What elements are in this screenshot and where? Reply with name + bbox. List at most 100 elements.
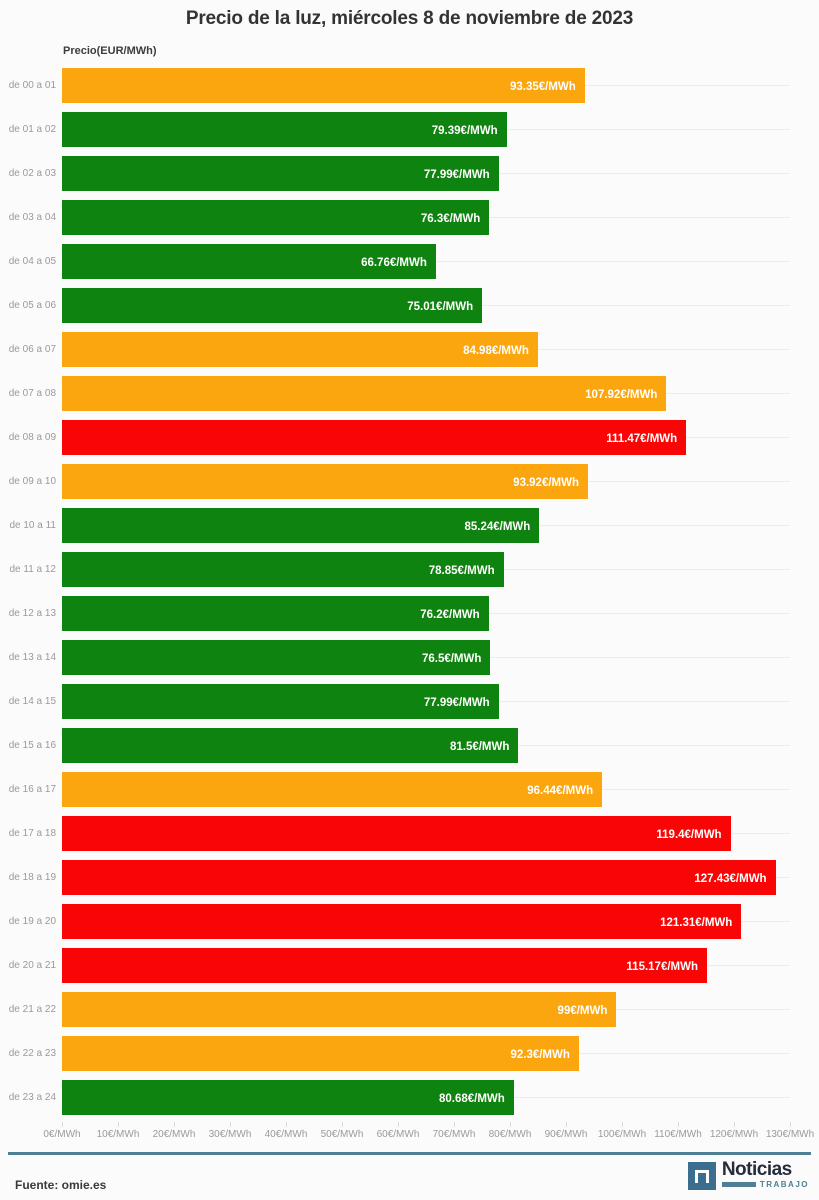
x-tick-mark [118,1122,119,1127]
value-label: 121.31€/MWh [660,917,733,929]
x-tick-label: 100€/MWh [597,1129,647,1140]
price-bar: 77.99€/MWh [62,684,499,719]
logo-n-icon [694,1169,709,1183]
bar-row: de 06 a 07 84.98€/MWh [0,328,819,372]
y-axis-label: Precio(EUR/MWh) [63,45,157,57]
logo-subtitle: TRABAJO [759,1180,809,1189]
x-tick-mark [510,1122,511,1127]
value-label: 85.24€/MWh [464,521,531,533]
x-tick-mark [790,1122,791,1127]
footer-divider [8,1152,811,1155]
price-bar: 115.17€/MWh [62,948,707,983]
bar-row: de 10 a 11 85.24€/MWh [0,504,819,548]
price-bar: 93.35€/MWh [62,68,585,103]
value-label: 77.99€/MWh [423,697,490,709]
value-label: 127.43€/MWh [694,873,767,885]
value-label: 75.01€/MWh [407,301,474,313]
x-tick-label: 50€/MWh [320,1129,364,1140]
x-tick-label: 90€/MWh [544,1129,588,1140]
bar-chart: de 00 a 01 93.35€/MWh de 01 a 02 79.39€/MWh… [0,64,819,1120]
bar-row: de 21 a 22 99€/MWh [0,988,819,1032]
price-bar: 79.39€/MWh [62,112,507,147]
value-label: 93.35€/MWh [509,81,576,93]
price-bar: 81.5€/MWh [62,728,519,763]
price-bar: 76.5€/MWh [62,640,491,675]
hour-label: de 21 a 22 [8,1004,56,1015]
hour-label: de 19 a 20 [8,916,56,927]
x-tick-label: 20€/MWh [152,1129,196,1140]
value-label: 93.92€/MWh [513,477,579,489]
x-tick-label: 30€/MWh [208,1129,252,1140]
logo-sub-bar [721,1182,756,1187]
bar-row: de 15 a 16 81.5€/MWh [0,724,819,768]
price-bar: 76.3€/MWh [62,200,490,235]
price-bar: 75.01€/MWh [62,288,483,323]
hour-label: de 15 a 16 [8,740,56,751]
value-label: 111.47€/MWh [606,433,678,445]
value-label: 77.99€/MWh [423,169,490,181]
x-tick-label: 40€/MWh [264,1129,308,1140]
source-attribution: Fuente: omie.es [15,1178,107,1192]
hour-label: de 11 a 12 [9,564,56,575]
price-bar: 111.47€/MWh [62,420,687,455]
x-tick-mark [566,1122,567,1127]
bar-row: de 07 a 08 107.92€/MWh [0,372,819,416]
noticias-trabajo-logo: Noticias TRABAJO [687,1159,809,1190]
x-tick-label: 120€/MWh [709,1129,759,1140]
hour-label: de 14 a 15 [8,696,56,707]
bar-row: de 02 a 03 77.99€/MWh [0,152,819,196]
x-tick-label: 0€/MWh [43,1129,81,1140]
hour-label: de 06 a 07 [8,344,56,355]
logo-name: Noticias [721,1159,792,1180]
hour-label: de 20 a 21 [8,960,56,971]
x-tick-mark [734,1122,735,1127]
x-tick-mark [62,1122,63,1127]
hour-label: de 12 a 13 [8,608,56,619]
price-bar: 78.85€/MWh [62,552,504,587]
hour-label: de 08 a 09 [8,432,56,443]
bar-row: de 12 a 13 76.2€/MWh [0,592,819,636]
bar-row: de 09 a 10 93.92€/MWh [0,460,819,504]
price-bar: 121.31€/MWh [62,904,742,939]
value-label: 99€/MWh [557,1005,608,1017]
bar-row: de 05 a 06 75.01€/MWh [0,284,819,328]
bar-row: de 00 a 01 93.35€/MWh [0,64,819,108]
price-bar: 127.43€/MWh [62,860,776,895]
value-label: 84.98€/MWh [463,345,529,357]
bar-row: de 03 a 04 76.3€/MWh [0,196,819,240]
hour-label: de 23 a 24 [8,1092,56,1103]
value-label: 76.3€/MWh [420,213,481,225]
hour-label: de 07 a 08 [8,388,56,399]
bar-row: de 20 a 21 115.17€/MWh [0,944,819,988]
x-tick-mark [678,1122,679,1127]
hour-label: de 00 a 01 [8,80,56,91]
bar-row: de 13 a 14 76.5€/MWh [0,636,819,680]
hour-label: de 13 a 14 [8,652,56,663]
bar-row: de 14 a 15 77.99€/MWh [0,680,819,724]
value-label: 80.68€/MWh [438,1093,505,1105]
x-tick-label: 10€/MWh [96,1129,140,1140]
hour-label: de 05 a 06 [8,300,56,311]
price-bar: 76.2€/MWh [62,596,489,631]
price-bar: 107.92€/MWh [62,376,667,411]
hour-label: de 04 a 05 [8,256,56,267]
x-axis: 0€/MWh 10€/MWh 20€/MWh 30€/MWh 40€/MWh 50€/MW… [0,1122,819,1146]
x-tick-mark [342,1122,343,1127]
price-bar: 93.92€/MWh [62,464,588,499]
hour-label: de 02 a 03 [8,168,56,179]
price-bar: 92.3€/MWh [62,1036,579,1071]
hour-label: de 10 a 11 [9,520,56,531]
x-tick-mark [230,1122,231,1127]
price-bar: 99€/MWh [62,992,617,1027]
value-label: 66.76€/MWh [361,257,427,269]
hour-label: de 17 a 18 [8,828,56,839]
price-bar: 96.44€/MWh [62,772,603,807]
value-label: 107.92€/MWh [585,389,658,401]
bar-row: de 01 a 02 79.39€/MWh [0,108,819,152]
x-tick-mark [454,1122,455,1127]
price-bar: 66.76€/MWh [62,244,436,279]
hour-label: de 01 a 02 [8,124,56,135]
x-tick-label: 130€/MWh [765,1129,815,1140]
hour-label: de 03 a 04 [8,212,56,223]
